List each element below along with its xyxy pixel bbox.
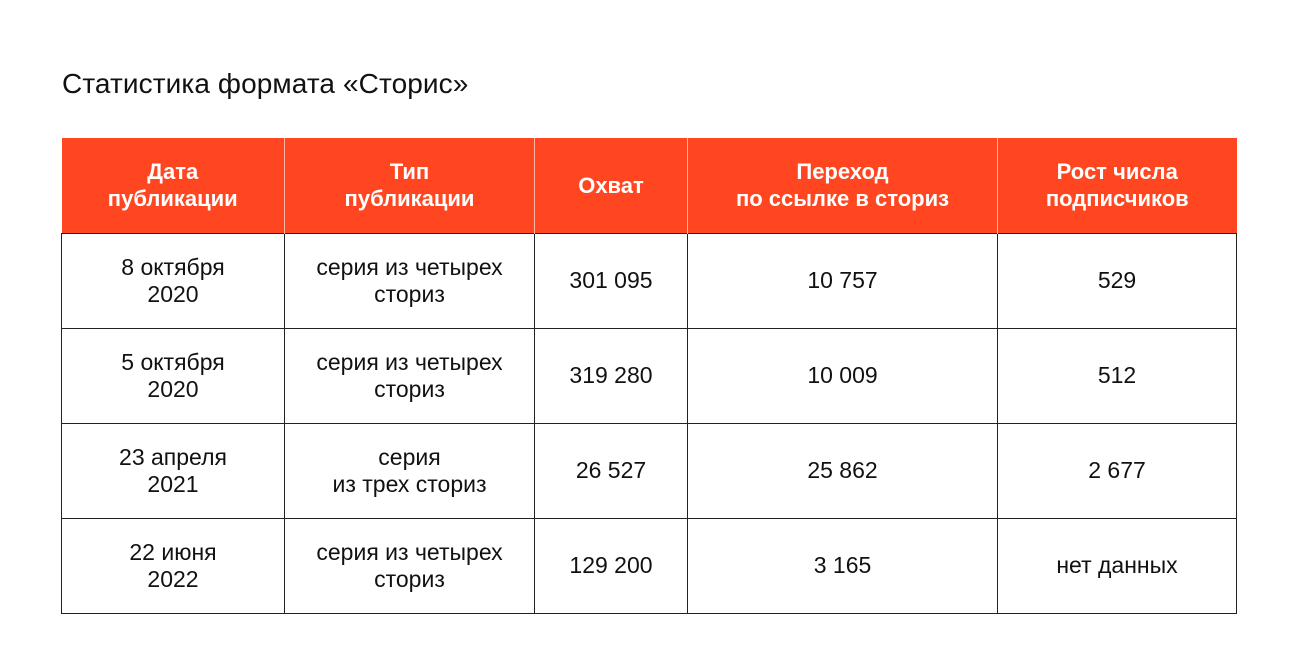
header-subscriber-growth: Рост числа подписчиков [997, 138, 1237, 233]
cell-subscriber-growth: 529 [997, 232, 1237, 329]
cell-type: серия из трех сториз [284, 422, 535, 519]
stats-table: Дата публикации Тип публикации Охват Пер… [61, 138, 1237, 614]
cell-date: 8 октября 2020 [61, 232, 285, 329]
header-row: Дата публикации Тип публикации Охват Пер… [61, 138, 1237, 233]
table-row: 8 октября 2020 серия из четырех сториз 3… [61, 232, 1237, 329]
header-link-clicks: Переход по ссылке в сториз [687, 138, 998, 233]
table-row: 22 июня 2022 серия из четырех сториз 129… [61, 517, 1237, 614]
cell-subscriber-growth: 2 677 [997, 422, 1237, 519]
cell-reach: 319 280 [534, 327, 688, 424]
cell-date: 23 апреля 2021 [61, 422, 285, 519]
cell-link-clicks: 10 757 [687, 232, 998, 329]
page-title: Статистика формата «Сторис» [62, 68, 469, 99]
table-header: Дата публикации Тип публикации Охват Пер… [61, 138, 1237, 233]
cell-reach: 129 200 [534, 517, 688, 614]
cell-reach: 26 527 [534, 422, 688, 519]
cell-subscriber-growth: нет данных [997, 517, 1237, 614]
cell-type: серия из четырех сториз [284, 517, 535, 614]
table-body: 8 октября 2020 серия из четырех сториз 3… [61, 232, 1237, 614]
header-publication-date: Дата публикации [61, 138, 285, 233]
cell-date: 22 июня 2022 [61, 517, 285, 614]
cell-subscriber-growth: 512 [997, 327, 1237, 424]
cell-type: серия из четырех сториз [284, 327, 535, 424]
header-reach: Охват [534, 138, 688, 233]
cell-type: серия из четырех сториз [284, 232, 535, 329]
table-row: 23 апреля 2021 серия из трех сториз 26 5… [61, 422, 1237, 519]
header-publication-type: Тип публикации [284, 138, 535, 233]
cell-reach: 301 095 [534, 232, 688, 329]
cell-link-clicks: 25 862 [687, 422, 998, 519]
table-row: 5 октября 2020 серия из четырех сториз 3… [61, 327, 1237, 424]
cell-link-clicks: 3 165 [687, 517, 998, 614]
cell-date: 5 октября 2020 [61, 327, 285, 424]
cell-link-clicks: 10 009 [687, 327, 998, 424]
